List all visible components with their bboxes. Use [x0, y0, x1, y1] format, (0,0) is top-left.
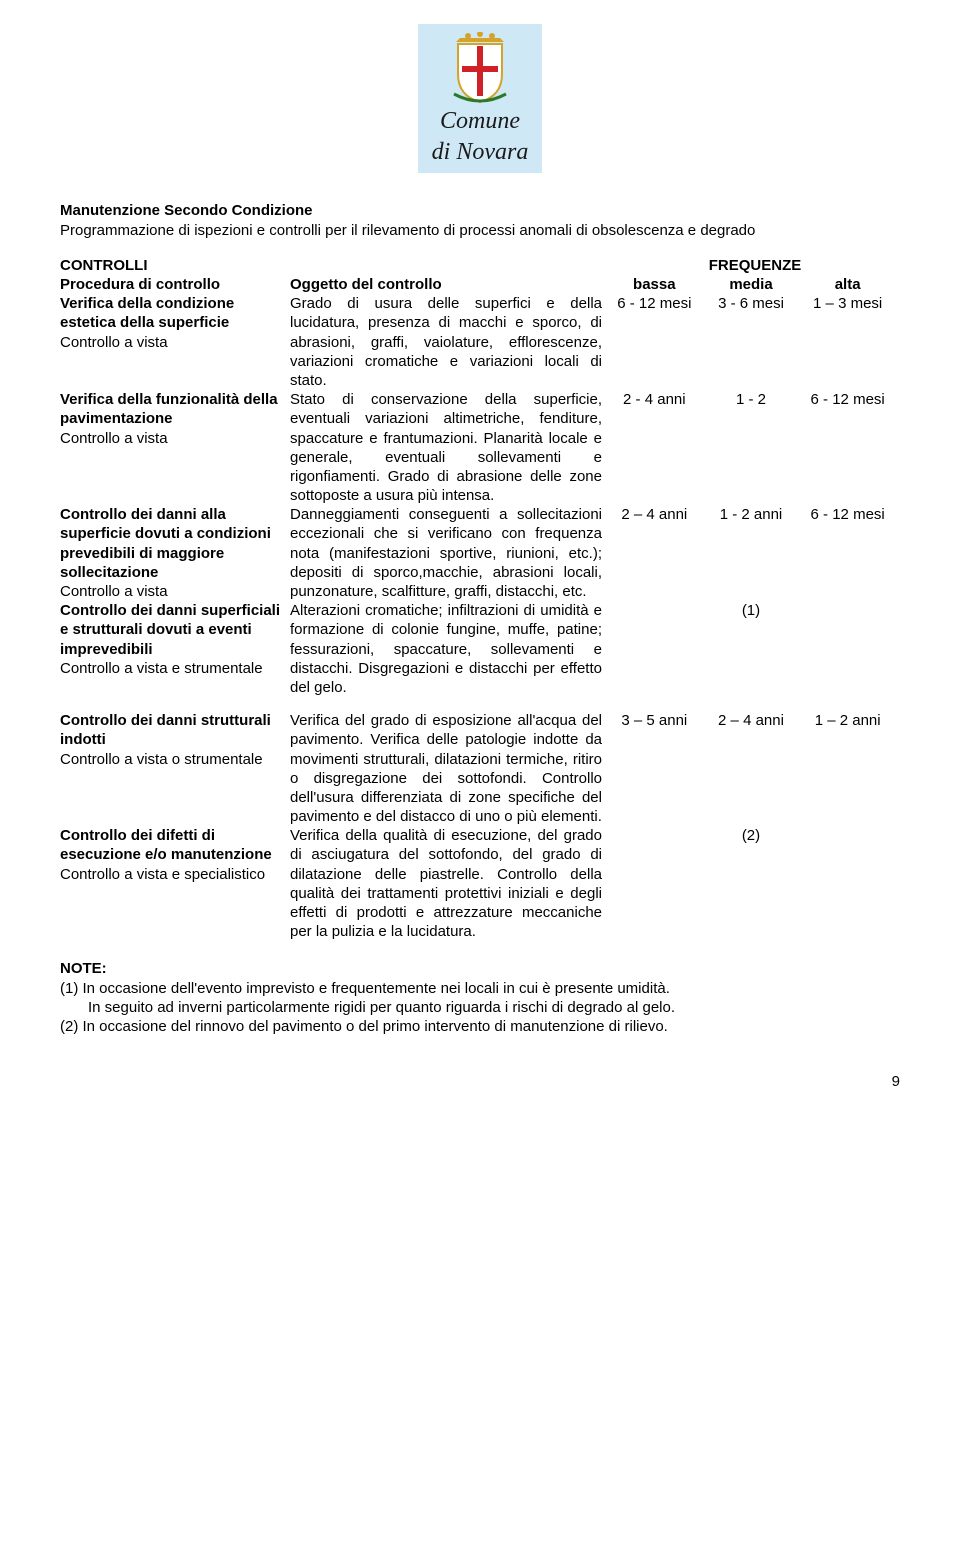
- freq-bassa: [610, 826, 707, 941]
- freq-media: 1 - 2 anni: [707, 505, 804, 601]
- procedure-title: Controllo dei danni alla superficie dovu…: [60, 506, 271, 581]
- procedure-cell: Controllo dei danni strutturali indotti …: [60, 711, 290, 826]
- procedure-method: Controllo a vista: [60, 430, 168, 447]
- description-cell: Grado di usura delle superfici e della l…: [290, 294, 610, 390]
- logo-frame: Comune di Novara: [418, 24, 543, 173]
- logo-line1: Comune: [432, 106, 529, 137]
- freq-bassa: 6 - 12 mesi: [610, 294, 707, 390]
- header-frequenze: FREQUENZE: [610, 256, 900, 275]
- header-controlli: CONTROLLI: [60, 256, 290, 275]
- description-cell: Verifica del grado di esposizione all'ac…: [290, 711, 610, 826]
- freq-media: (1): [707, 601, 804, 697]
- freq-bassa: 2 – 4 anni: [610, 505, 707, 601]
- table-header-top: CONTROLLI FREQUENZE: [60, 256, 900, 275]
- table-row: Controllo dei difetti di esecuzione e/o …: [60, 826, 900, 941]
- note-1b: In seguito ad inverni particolarmente ri…: [60, 998, 900, 1017]
- notes-body: (1) In occasione dell'evento imprevisto …: [60, 979, 900, 1037]
- description-cell: Alterazioni cromatiche; infiltrazioni di…: [290, 601, 610, 697]
- table-row: Controllo dei danni alla superficie dovu…: [60, 505, 900, 601]
- description-cell: Verifica della qualità di esecuzione, de…: [290, 826, 610, 941]
- freq-media: (2): [707, 826, 804, 941]
- procedure-title: Controllo dei danni strutturali indotti: [60, 712, 271, 748]
- procedure-method: Controllo a vista o strumentale: [60, 751, 263, 768]
- procedure-title: Verifica della funzionalità della pavime…: [60, 391, 278, 427]
- section-title: Manutenzione Secondo Condizione: [60, 201, 900, 220]
- table-row: Controllo dei danni superficiali e strut…: [60, 601, 900, 697]
- page-number: 9: [60, 1072, 900, 1091]
- procedure-method: Controllo a vista: [60, 583, 168, 600]
- table-row: Verifica della funzionalità della pavime…: [60, 390, 900, 505]
- header-alta: alta: [803, 275, 900, 294]
- logo-line2: di Novara: [432, 137, 529, 168]
- freq-alta: 1 – 2 anni: [803, 711, 900, 826]
- table-header-sub: Procedura di controllo Oggetto del contr…: [60, 275, 900, 294]
- procedure-cell: Verifica della funzionalità della pavime…: [60, 390, 290, 505]
- freq-alta: 6 - 12 mesi: [803, 505, 900, 601]
- note-1a: (1) In occasione dell'evento imprevisto …: [60, 979, 900, 998]
- freq-bassa: 2 - 4 anni: [610, 390, 707, 505]
- logo-block: Comune di Novara: [60, 24, 900, 173]
- header-oggetto: Oggetto del controllo: [290, 275, 610, 294]
- note-2: (2) In occasione del rinnovo del pavimen…: [60, 1017, 900, 1036]
- section-subtitle: Programmazione di ispezioni e controlli …: [60, 221, 900, 240]
- procedure-method: Controllo a vista: [60, 334, 168, 351]
- procedure-cell: Verifica della condizione estetica della…: [60, 294, 290, 390]
- freq-alta: [803, 601, 900, 697]
- procedure-title: Controllo dei difetti di esecuzione e/o …: [60, 827, 272, 863]
- freq-bassa: 3 – 5 anni: [610, 711, 707, 826]
- freq-media: 3 - 6 mesi: [707, 294, 804, 390]
- procedure-title: Controllo dei danni superficiali e strut…: [60, 602, 280, 657]
- procedure-cell: Controllo dei danni superficiali e strut…: [60, 601, 290, 697]
- controls-table: CONTROLLI FREQUENZE Procedura di control…: [60, 256, 900, 942]
- notes-title: NOTE:: [60, 959, 900, 978]
- freq-media: 2 – 4 anni: [707, 711, 804, 826]
- description-cell: Danneggiamenti conseguenti a sollecitazi…: [290, 505, 610, 601]
- description-cell: Stato di conservazione della superficie,…: [290, 390, 610, 505]
- freq-alta: [803, 826, 900, 941]
- header-media: media: [707, 275, 804, 294]
- freq-bassa: [610, 601, 707, 697]
- procedure-cell: Controllo dei difetti di esecuzione e/o …: [60, 826, 290, 941]
- freq-alta: 1 – 3 mesi: [803, 294, 900, 390]
- procedure-cell: Controllo dei danni alla superficie dovu…: [60, 505, 290, 601]
- header-procedura: Procedura di controllo: [60, 275, 290, 294]
- procedure-title: Verifica della condizione estetica della…: [60, 295, 234, 331]
- shield-icon: [450, 32, 510, 104]
- table-row: Controllo dei danni strutturali indotti …: [60, 711, 900, 826]
- header-bassa: bassa: [610, 275, 707, 294]
- procedure-method: Controllo a vista e specialistico: [60, 866, 265, 883]
- procedure-method: Controllo a vista e strumentale: [60, 660, 263, 677]
- table-row: Verifica della condizione estetica della…: [60, 294, 900, 390]
- freq-media: 1 - 2: [707, 390, 804, 505]
- freq-alta: 6 - 12 mesi: [803, 390, 900, 505]
